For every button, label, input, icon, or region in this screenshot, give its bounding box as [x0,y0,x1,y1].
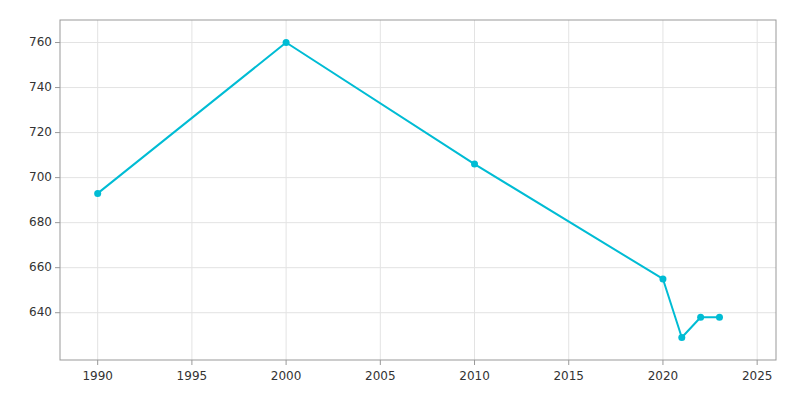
x-tick [662,360,663,365]
point [678,334,685,341]
y-tick-label: 660 [29,260,52,274]
line [98,43,720,338]
point [471,161,478,168]
x-tick-label: 1995 [177,369,208,383]
y-grid-line [60,267,776,268]
x-grid-line [757,20,758,360]
plot-frame [60,20,776,360]
y-grid-line [60,312,776,313]
x-grid-line [380,20,381,360]
axes: 640 660 680 700 720 740 760 1990 1995 2000 2005 201… [29,35,772,383]
x-tick [757,360,758,365]
x-tick-label: 2010 [459,369,490,383]
y-tick [55,87,60,88]
x-tick-label: 2020 [648,369,679,383]
y-tick [55,42,60,43]
x-tick [97,360,98,365]
grid [60,20,776,360]
x-tick [286,360,287,365]
x-grid-line [286,20,287,360]
y-grid-line [60,222,776,223]
x-tick-label: 1990 [82,369,113,383]
chart: 640 660 680 700 720 740 760 1990 1995 2000 2005 201… [0,0,800,400]
x-tick-label: 2025 [742,369,773,383]
y-tick [55,222,60,223]
point [94,190,101,197]
y-tick [55,312,60,313]
x-grid-line [662,20,663,360]
y-grid-line [60,42,776,43]
y-tick-label: 740 [29,80,52,94]
y-tick [55,267,60,268]
point [283,39,290,46]
x-tick [568,360,569,365]
series [94,39,723,341]
y-tick-label: 720 [29,125,52,139]
x-tick [474,360,475,365]
x-tick-label: 2015 [553,369,584,383]
chart-container: 640 660 680 700 720 740 760 1990 1995 2000 2005 201… [0,0,800,400]
y-grid-line [60,177,776,178]
y-tick-label: 700 [29,170,52,184]
x-tick [191,360,192,365]
point [659,275,666,282]
y-tick-label: 760 [29,35,52,49]
x-tick-label: 2000 [271,369,302,383]
y-tick [55,177,60,178]
x-tick [380,360,381,365]
x-grid-line [191,20,192,360]
y-tick [55,132,60,133]
x-grid-line [568,20,569,360]
point [697,314,704,321]
x-tick-label: 2005 [365,369,396,383]
point [716,314,723,321]
y-tick-label: 680 [29,215,52,229]
y-grid-line [60,132,776,133]
y-tick-label: 640 [29,305,52,319]
x-grid-line [474,20,475,360]
y-grid-line [60,87,776,88]
